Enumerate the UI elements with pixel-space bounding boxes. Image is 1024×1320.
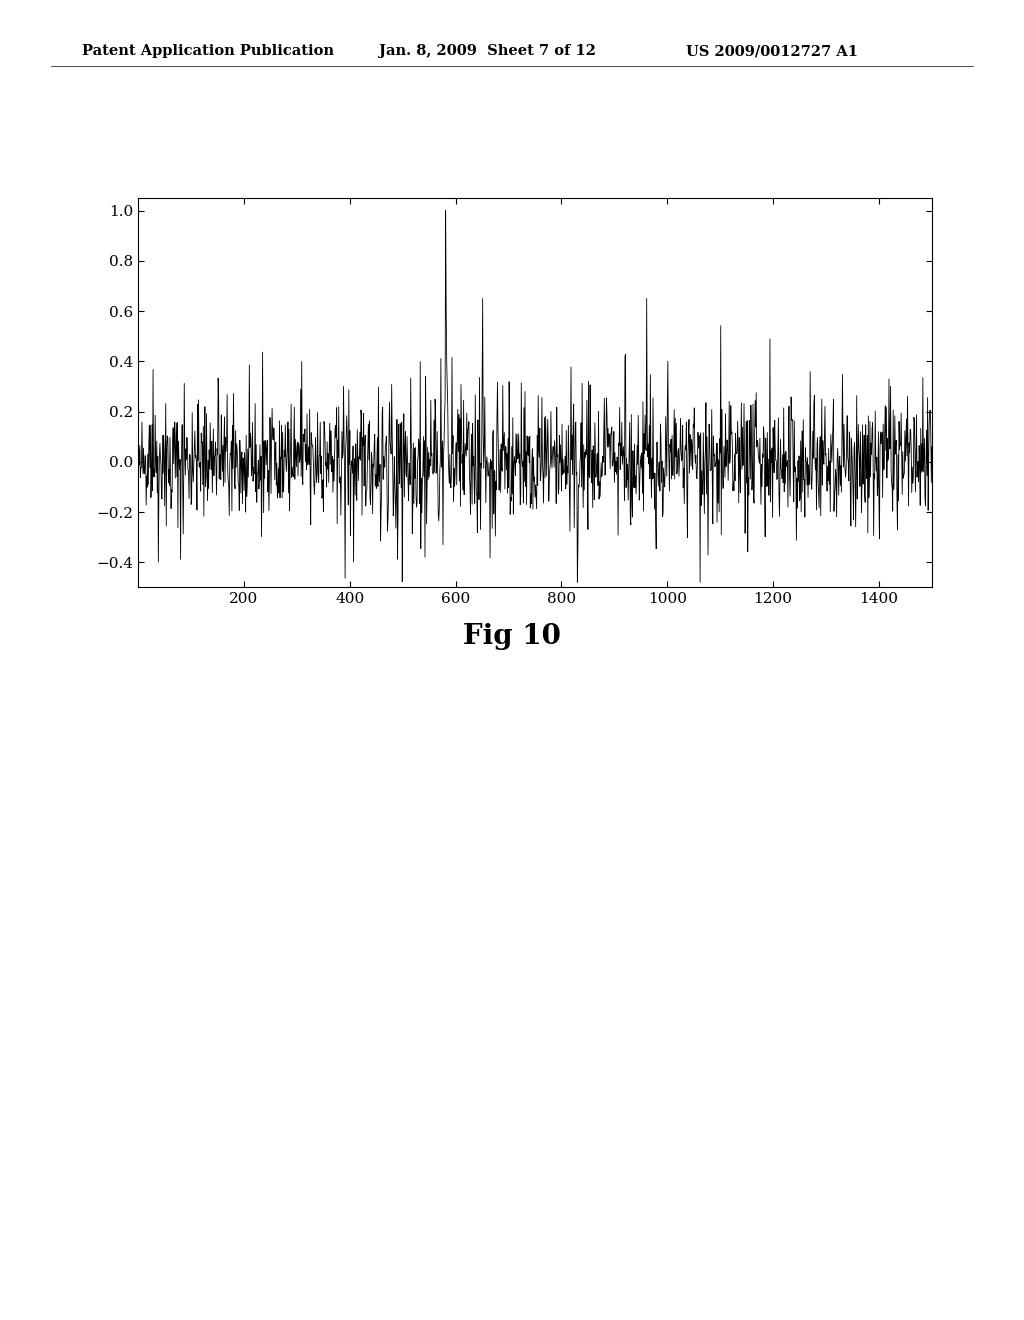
Text: Fig 10: Fig 10 xyxy=(463,623,561,649)
Text: Jan. 8, 2009  Sheet 7 of 12: Jan. 8, 2009 Sheet 7 of 12 xyxy=(379,45,596,58)
Text: Patent Application Publication: Patent Application Publication xyxy=(82,45,334,58)
Text: US 2009/0012727 A1: US 2009/0012727 A1 xyxy=(686,45,858,58)
